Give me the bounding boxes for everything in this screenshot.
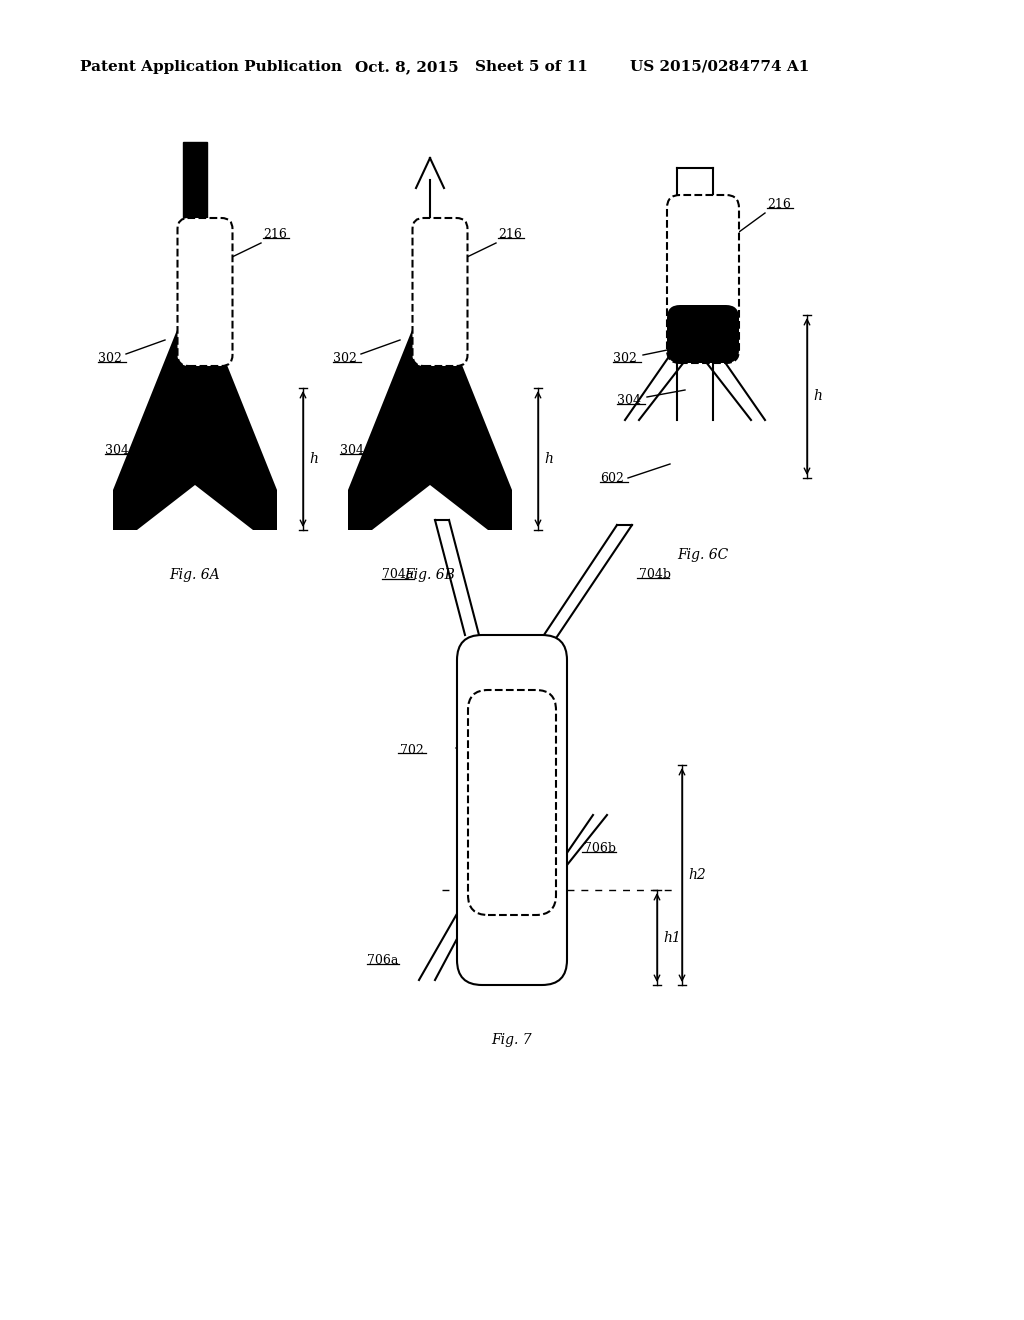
FancyBboxPatch shape xyxy=(667,195,739,363)
Text: 304: 304 xyxy=(105,444,129,457)
Text: 704b: 704b xyxy=(639,569,671,582)
FancyBboxPatch shape xyxy=(468,690,556,915)
Text: 602: 602 xyxy=(600,471,624,484)
Text: 216: 216 xyxy=(498,228,522,242)
Text: 704a: 704a xyxy=(382,569,414,582)
Text: h: h xyxy=(544,451,553,466)
Text: US 2015/0284774 A1: US 2015/0284774 A1 xyxy=(630,59,809,74)
FancyBboxPatch shape xyxy=(667,305,739,363)
FancyBboxPatch shape xyxy=(457,635,567,985)
Text: 702: 702 xyxy=(400,743,424,756)
Text: Fig. 6B: Fig. 6B xyxy=(404,568,456,582)
Text: h1: h1 xyxy=(663,931,681,945)
Text: 304: 304 xyxy=(617,393,641,407)
Text: 216: 216 xyxy=(767,198,791,211)
Text: 302: 302 xyxy=(98,351,122,364)
Text: Fig. 6C: Fig. 6C xyxy=(677,548,729,562)
Text: 302: 302 xyxy=(333,351,357,364)
Text: 706b: 706b xyxy=(584,842,616,854)
Text: 302: 302 xyxy=(613,351,637,364)
FancyBboxPatch shape xyxy=(177,218,232,366)
Text: 304: 304 xyxy=(340,444,364,457)
FancyBboxPatch shape xyxy=(413,218,468,366)
Text: h: h xyxy=(309,451,317,466)
Text: h2: h2 xyxy=(688,869,706,882)
Text: Fig. 7: Fig. 7 xyxy=(492,1034,532,1047)
Text: Oct. 8, 2015: Oct. 8, 2015 xyxy=(355,59,459,74)
Text: Sheet 5 of 11: Sheet 5 of 11 xyxy=(475,59,588,74)
Text: 216: 216 xyxy=(263,228,287,242)
Text: Fig. 6A: Fig. 6A xyxy=(170,568,220,582)
Bar xyxy=(183,143,207,315)
Polygon shape xyxy=(348,315,512,531)
Text: 706a: 706a xyxy=(367,953,398,966)
Polygon shape xyxy=(113,315,278,531)
Text: Patent Application Publication: Patent Application Publication xyxy=(80,59,342,74)
Text: h: h xyxy=(813,389,822,404)
